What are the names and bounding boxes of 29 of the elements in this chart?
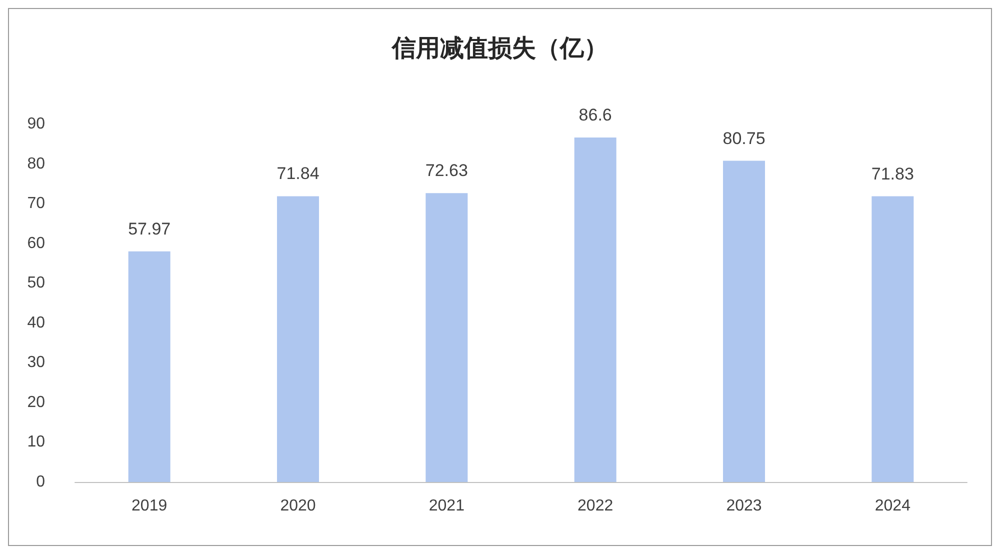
y-tick-label: 0 [36,474,46,490]
data-label: 57.97 [128,219,171,238]
y-tick-label: 10 [27,434,46,451]
x-tick-label: 2020 [280,498,316,514]
x-tick-label: 2024 [874,498,911,514]
y-tick-label: 80 [27,155,46,172]
x-tick-label: 2021 [428,498,465,514]
x-tick-label: 2023 [726,498,762,514]
chart-title: 信用减值损失（亿） [391,34,608,62]
y-tick-label: 40 [27,314,46,332]
y-tick-label: 60 [27,234,46,252]
x-tick-label: 2019 [132,498,168,514]
bar [277,196,319,482]
y-tick-label: 30 [27,354,46,372]
bar [426,193,468,482]
data-label: 86.6 [578,106,612,125]
data-label: 72.63 [425,161,468,180]
bar [872,196,914,482]
data-label: 71.84 [276,164,320,184]
data-label: 80.75 [722,128,766,148]
data-label: 71.83 [871,164,914,184]
y-tick-label: 20 [27,394,46,411]
x-tick-label: 2022 [578,498,614,514]
bar [128,251,170,482]
bar [723,160,765,482]
bar [574,138,616,482]
y-tick-label: 90 [27,116,46,132]
y-tick-label: 70 [27,195,46,212]
y-tick-label: 50 [27,274,46,292]
